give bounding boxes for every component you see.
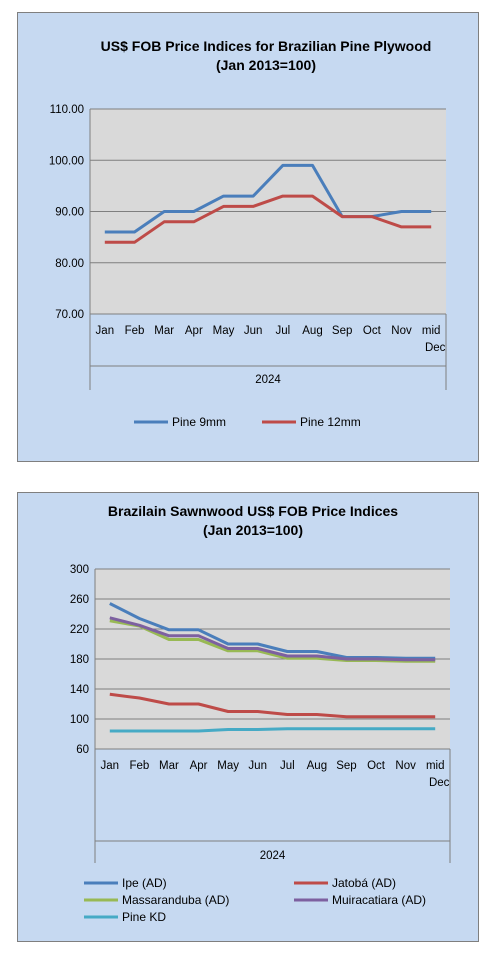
x-tick-label: mid Dec [422,325,446,354]
x-tick-label: Aug [302,325,322,337]
x-tick-label: Jul [280,760,295,772]
legend-label: Muiracatiara (AD) [332,893,426,907]
plywood-chart: US$ FOB Price Indices for Brazilian Pine… [49,38,447,429]
chart-subtitle: (Jan 2013=100) [216,57,316,73]
legend-label: Pine 9mm [172,415,226,429]
y-tick-label: 80.00 [55,258,84,270]
chart-subtitle: (Jan 2013=100) [203,522,303,538]
x-tick-label: Mar [159,760,179,772]
legend-label: Jatobá (AD) [332,876,396,890]
x-tick-label: mid Dec [426,760,450,789]
x-tick-label: May [213,325,235,337]
x-tick-label: Nov [395,760,416,772]
x-tick-label: Jun [248,760,267,772]
x-tick-label: Oct [367,760,386,772]
y-tick-label: 70.00 [55,309,84,321]
series-line-muiracatiara [109,616,436,662]
chart-title: US$ FOB Price Indices for Brazilian Pine… [101,38,432,54]
x-tick-label: Feb [129,760,149,772]
plywood-chart-panel: US$ FOB Price Indices for Brazilian Pine… [17,12,479,462]
x-tick-label: Sep [332,325,352,337]
x-tick-label: Oct [363,325,382,337]
x-group-label: 2024 [255,374,281,386]
x-tick-label: Jan [101,760,120,772]
series-line-pine_kd [109,727,436,733]
y-tick-label: 180 [70,654,89,666]
series-line-jatoba [109,692,436,719]
y-tick-label: 90.00 [55,207,84,219]
x-tick-label: Mar [154,325,174,337]
y-tick-label: 100.00 [49,155,84,167]
sawnwood-chart: Brazilain Sawnwood US$ FOB Price Indices… [70,503,451,924]
y-tick-label: 260 [70,594,89,606]
chart-title: Brazilain Sawnwood US$ FOB Price Indices [108,503,398,519]
x-tick-label: May [217,760,239,772]
x-tick-label: Jun [244,325,263,337]
legend-label: Pine 12mm [300,415,361,429]
y-tick-label: 300 [70,564,89,576]
x-tick-label: Apr [185,325,203,337]
series-line-pine_12mm [104,194,432,244]
y-tick-label: 140 [70,684,89,696]
y-tick-label: 110.00 [50,104,84,116]
sawnwood-chart-panel: Brazilain Sawnwood US$ FOB Price Indices… [17,492,479,942]
legend-label: Pine KD [122,910,166,924]
x-tick-label: Sep [336,760,356,772]
x-tick-label: Feb [125,325,145,337]
x-tick-label: Jan [96,325,115,337]
legend-label: Massaranduba (AD) [122,893,229,907]
legend-label: Ipe (AD) [122,876,167,890]
y-tick-label: 60 [76,744,89,756]
x-group-label: 2024 [260,850,286,862]
x-tick-label: Apr [190,760,208,772]
y-tick-label: 220 [70,624,89,636]
y-tick-label: 100 [70,714,89,726]
series-line-pine_9mm [104,163,432,234]
x-tick-label: Nov [391,325,412,337]
x-tick-label: Jul [275,325,290,337]
x-tick-label: Aug [307,760,327,772]
